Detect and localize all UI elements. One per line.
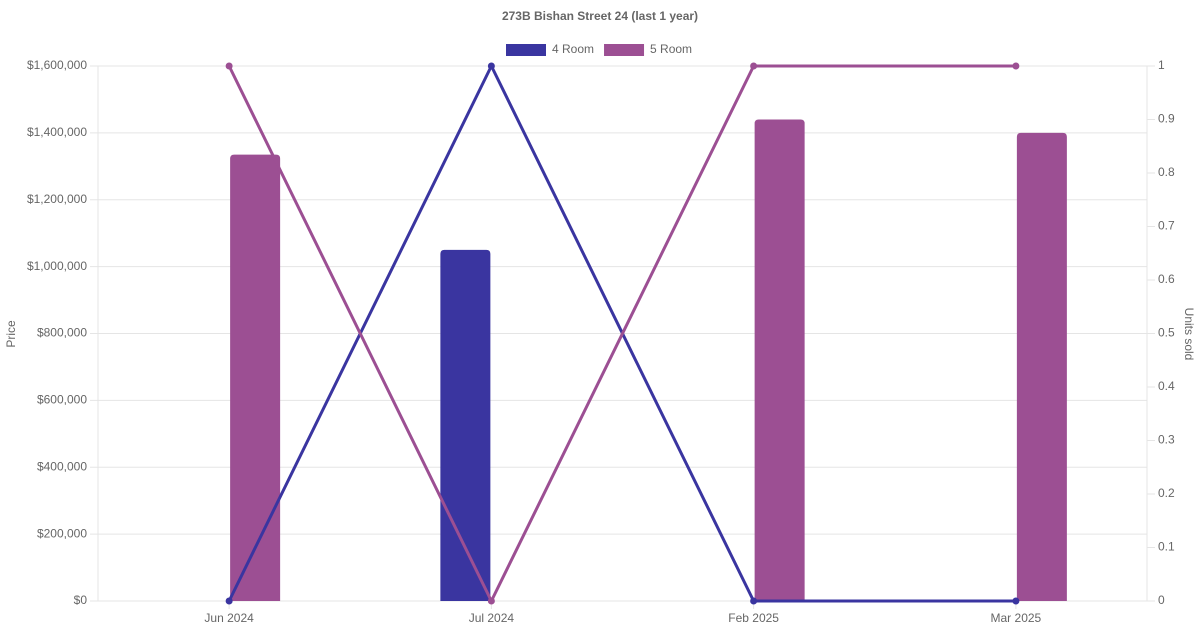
- x-tick-label: Feb 2025: [728, 611, 779, 625]
- point: [750, 597, 758, 605]
- x-tick-label: Mar 2025: [991, 611, 1042, 625]
- y-tick-label: $800,000: [37, 326, 87, 340]
- y2-tick-label: 0.2: [1158, 486, 1175, 500]
- y2-tick-label: 0.9: [1158, 112, 1175, 126]
- y-tick-label: $1,000,000: [27, 259, 87, 273]
- line: [227, 64, 1016, 605]
- y2-tick-label: 0.5: [1158, 326, 1175, 340]
- y2-tick-label: 0.8: [1158, 165, 1175, 179]
- y-tick-label: $0: [74, 593, 88, 607]
- y2-axis-label: Units sold: [1182, 308, 1196, 361]
- y2-tick-label: 0: [1158, 593, 1165, 607]
- y-tick-label: $200,000: [37, 526, 87, 540]
- y2-tick-label: 1: [1158, 58, 1165, 72]
- x-tick-label: Jun 2024: [204, 611, 254, 625]
- y-tick-label: $1,400,000: [27, 125, 87, 139]
- y-tick-label: $1,600,000: [27, 58, 87, 72]
- point: [1012, 62, 1020, 70]
- bar: [754, 119, 805, 601]
- y-tick-label: $400,000: [37, 459, 87, 473]
- y2-tick-label: 0.7: [1158, 219, 1175, 233]
- x-tick-label: Jul 2024: [469, 611, 515, 625]
- chart-title: 273B Bishan Street 24 (last 1 year): [502, 9, 698, 23]
- y-tick-label: $600,000: [37, 393, 87, 407]
- y-tick-label: $1,200,000: [27, 192, 87, 206]
- y-axis-label: Price: [4, 320, 18, 348]
- y2-tick-label: 0.3: [1158, 433, 1175, 447]
- point: [487, 597, 495, 605]
- point: [225, 597, 233, 605]
- legend-label: 5 Room: [650, 42, 692, 56]
- y2-tick-label: 0.4: [1158, 379, 1175, 393]
- y2-tick-label: 0.6: [1158, 272, 1175, 286]
- point: [225, 62, 233, 70]
- point: [1012, 597, 1020, 605]
- bar: [440, 249, 491, 601]
- legend-swatch: [506, 44, 546, 56]
- y2-tick-label: 0.1: [1158, 540, 1175, 554]
- legend-label: 4 Room: [552, 42, 594, 56]
- bar: [1016, 132, 1067, 601]
- bar: [230, 154, 281, 601]
- point: [750, 62, 758, 70]
- point: [487, 62, 495, 70]
- legend-swatch: [604, 44, 645, 56]
